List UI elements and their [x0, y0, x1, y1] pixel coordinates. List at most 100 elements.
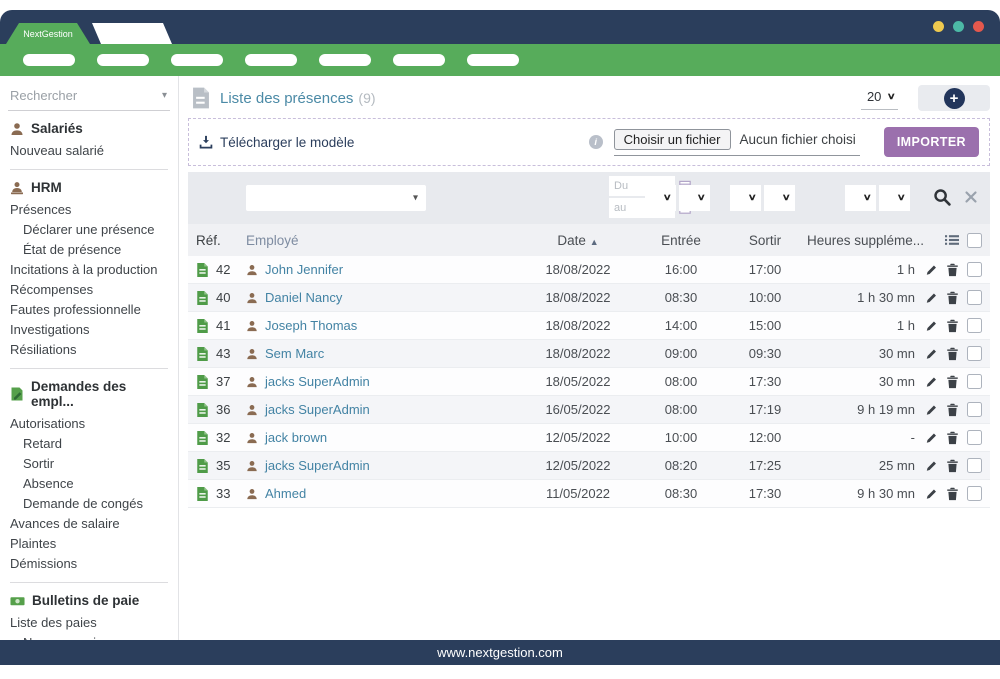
sidebar-item-nouveau-salarie[interactable]: Nouveau salarié [8, 141, 170, 161]
page-size-select[interactable]: 20 [861, 87, 898, 110]
search-icon[interactable] [933, 188, 951, 206]
sidebar-section-bulletins[interactable]: Bulletins de paie [10, 593, 170, 608]
employee-link[interactable]: John Jennifer [265, 262, 343, 277]
edit-icon[interactable] [925, 319, 938, 333]
nav-menu-pill[interactable] [171, 54, 223, 66]
row-time-in: 08:00 [639, 374, 723, 389]
sidebar-item-declarer-presence[interactable]: Déclarer une présence [8, 220, 170, 240]
nav-menu-pill[interactable] [467, 54, 519, 66]
import-button[interactable]: IMPORTER [884, 127, 979, 157]
col-header-time-out[interactable]: Sortir [723, 233, 807, 248]
employee-filter-select[interactable] [246, 185, 426, 211]
edit-icon[interactable] [925, 487, 938, 501]
row-checkbox[interactable] [967, 430, 982, 445]
sidebar-section-hrm[interactable]: HRM [10, 180, 170, 195]
employee-link[interactable]: jacks SuperAdmin [265, 374, 370, 389]
col-header-date[interactable]: Date ▲ [517, 233, 639, 248]
col-header-overtime[interactable]: Heures suppléme... [807, 233, 915, 248]
nav-menu-pill[interactable] [97, 54, 149, 66]
overtime-hour-select[interactable] [845, 185, 876, 211]
sidebar-item-plaintes[interactable]: Plaintes [8, 534, 170, 554]
col-header-employee[interactable]: Employé [246, 233, 517, 248]
delete-icon[interactable] [946, 459, 959, 473]
row-checkbox[interactable] [967, 458, 982, 473]
sidebar-item-investigations[interactable]: Investigations [8, 320, 170, 340]
sidebar-item-absence[interactable]: Absence [8, 474, 170, 494]
nav-menu-pill[interactable] [245, 54, 297, 66]
info-icon[interactable] [589, 135, 603, 149]
nav-menu-pill[interactable] [393, 54, 445, 66]
employee-link[interactable]: jacks SuperAdmin [265, 458, 370, 473]
add-button[interactable]: + [944, 88, 965, 109]
row-ref: 41 [216, 318, 230, 333]
employee-link[interactable]: jacks SuperAdmin [265, 402, 370, 417]
select-all-checkbox[interactable] [967, 233, 982, 248]
time-in-hour-select[interactable] [645, 185, 676, 211]
time-out-hour-select[interactable] [730, 185, 761, 211]
sidebar-item-recompenses[interactable]: Récompenses [8, 280, 170, 300]
row-ref: 32 [216, 430, 230, 445]
edit-icon[interactable] [925, 431, 938, 445]
nav-menu-pill[interactable] [319, 54, 371, 66]
row-checkbox[interactable] [967, 374, 982, 389]
row-time-out: 17:25 [723, 458, 807, 473]
delete-icon[interactable] [946, 431, 959, 445]
choose-file-button[interactable]: Choisir un fichier [614, 129, 731, 150]
col-header-time-in[interactable]: Entrée [639, 233, 723, 248]
nav-menu-pill[interactable] [23, 54, 75, 66]
row-time-in: 10:00 [639, 430, 723, 445]
sidebar-item-retard[interactable]: Retard [8, 434, 170, 454]
edit-icon[interactable] [925, 459, 938, 473]
employee-link[interactable]: Joseph Thomas [265, 318, 357, 333]
col-header-ref[interactable]: Réf. [188, 233, 246, 248]
delete-icon[interactable] [946, 487, 959, 501]
sidebar-section-salaries[interactable]: Salariés [10, 121, 170, 136]
overtime-minute-select[interactable] [879, 185, 910, 211]
sidebar-item-fautes[interactable]: Fautes professionnelle [8, 300, 170, 320]
edit-icon[interactable] [925, 263, 938, 277]
window-maximize-dot[interactable] [953, 21, 964, 32]
sidebar-item-autorisations[interactable]: Autorisations [8, 414, 170, 434]
delete-icon[interactable] [946, 375, 959, 389]
employee-link[interactable]: jack brown [265, 430, 327, 445]
edit-icon[interactable] [925, 347, 938, 361]
window-minimize-dot[interactable] [933, 21, 944, 32]
search-input[interactable]: Rechercher [8, 86, 170, 111]
delete-icon[interactable] [946, 319, 959, 333]
sidebar-item-presences[interactable]: Présences [8, 200, 170, 220]
time-in-minute-select[interactable] [679, 185, 710, 211]
row-checkbox[interactable] [967, 290, 982, 305]
delete-icon[interactable] [946, 347, 959, 361]
sidebar-item-etat-presence[interactable]: État de présence [8, 240, 170, 260]
employee-link[interactable]: Ahmed [265, 486, 306, 501]
delete-icon[interactable] [946, 263, 959, 277]
sidebar-item-avances-salaire[interactable]: Avances de salaire [8, 514, 170, 534]
sidebar-item-sortir[interactable]: Sortir [8, 454, 170, 474]
delete-icon[interactable] [946, 291, 959, 305]
row-checkbox[interactable] [967, 318, 982, 333]
sidebar-item-demande-conges[interactable]: Demande de congés [8, 494, 170, 514]
window-close-dot[interactable] [973, 21, 984, 32]
edit-icon[interactable] [925, 291, 938, 305]
employee-link[interactable]: Sem Marc [265, 346, 324, 361]
row-time-in: 14:00 [639, 318, 723, 333]
sidebar-item-incitations[interactable]: Incitations à la production [8, 260, 170, 280]
employee-link[interactable]: Daniel Nancy [265, 290, 342, 305]
row-checkbox[interactable] [967, 346, 982, 361]
time-out-minute-select[interactable] [764, 185, 795, 211]
delete-icon[interactable] [946, 403, 959, 417]
sidebar-item-demissions[interactable]: Démissions [8, 554, 170, 574]
row-checkbox[interactable] [967, 402, 982, 417]
edit-icon[interactable] [925, 403, 938, 417]
banknote-icon [10, 594, 25, 608]
download-template-link[interactable]: Télécharger le modèle [199, 135, 354, 150]
sidebar-item-resiliations[interactable]: Résiliations [8, 340, 170, 360]
column-settings-icon[interactable] [945, 233, 959, 247]
edit-icon[interactable] [925, 375, 938, 389]
sidebar-section-demandes[interactable]: Demandes des empl... [10, 379, 170, 409]
sidebar-item-liste-paies[interactable]: Liste des paies [8, 613, 170, 633]
row-checkbox[interactable] [967, 262, 982, 277]
clear-filters-icon[interactable] [964, 190, 978, 204]
brand-tab[interactable]: NextGestion [6, 23, 90, 44]
row-checkbox[interactable] [967, 486, 982, 501]
